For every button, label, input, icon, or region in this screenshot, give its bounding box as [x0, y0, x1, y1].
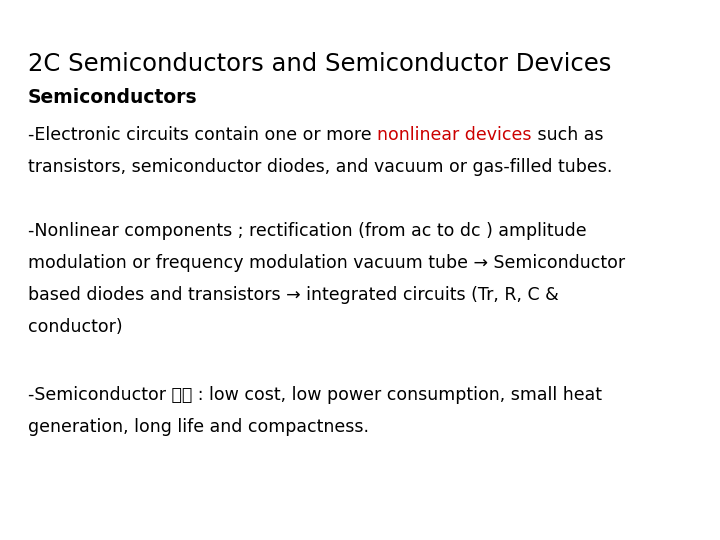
- Text: conductor): conductor): [28, 318, 122, 336]
- Text: -Nonlinear components ; rectification (from ac to dc ) amplitude: -Nonlinear components ; rectification (f…: [28, 222, 587, 240]
- Text: modulation or frequency modulation vacuum tube → Semiconductor: modulation or frequency modulation vacuu…: [28, 254, 625, 272]
- Text: -Electronic circuits contain one or more: -Electronic circuits contain one or more: [28, 126, 377, 144]
- Text: 2C Semiconductors and Semiconductor Devices: 2C Semiconductors and Semiconductor Devi…: [28, 52, 611, 76]
- Text: such as: such as: [531, 126, 603, 144]
- Text: Semiconductors: Semiconductors: [28, 88, 197, 107]
- Text: -Semiconductor 장점 : low cost, low power consumption, small heat: -Semiconductor 장점 : low cost, low power …: [28, 386, 602, 404]
- Text: transistors, semiconductor diodes, and vacuum or gas-filled tubes.: transistors, semiconductor diodes, and v…: [28, 158, 613, 176]
- Text: nonlinear devices: nonlinear devices: [377, 126, 531, 144]
- Text: based diodes and transistors → integrated circuits (Tr, R, C &: based diodes and transistors → integrate…: [28, 286, 559, 304]
- Text: generation, long life and compactness.: generation, long life and compactness.: [28, 418, 369, 436]
